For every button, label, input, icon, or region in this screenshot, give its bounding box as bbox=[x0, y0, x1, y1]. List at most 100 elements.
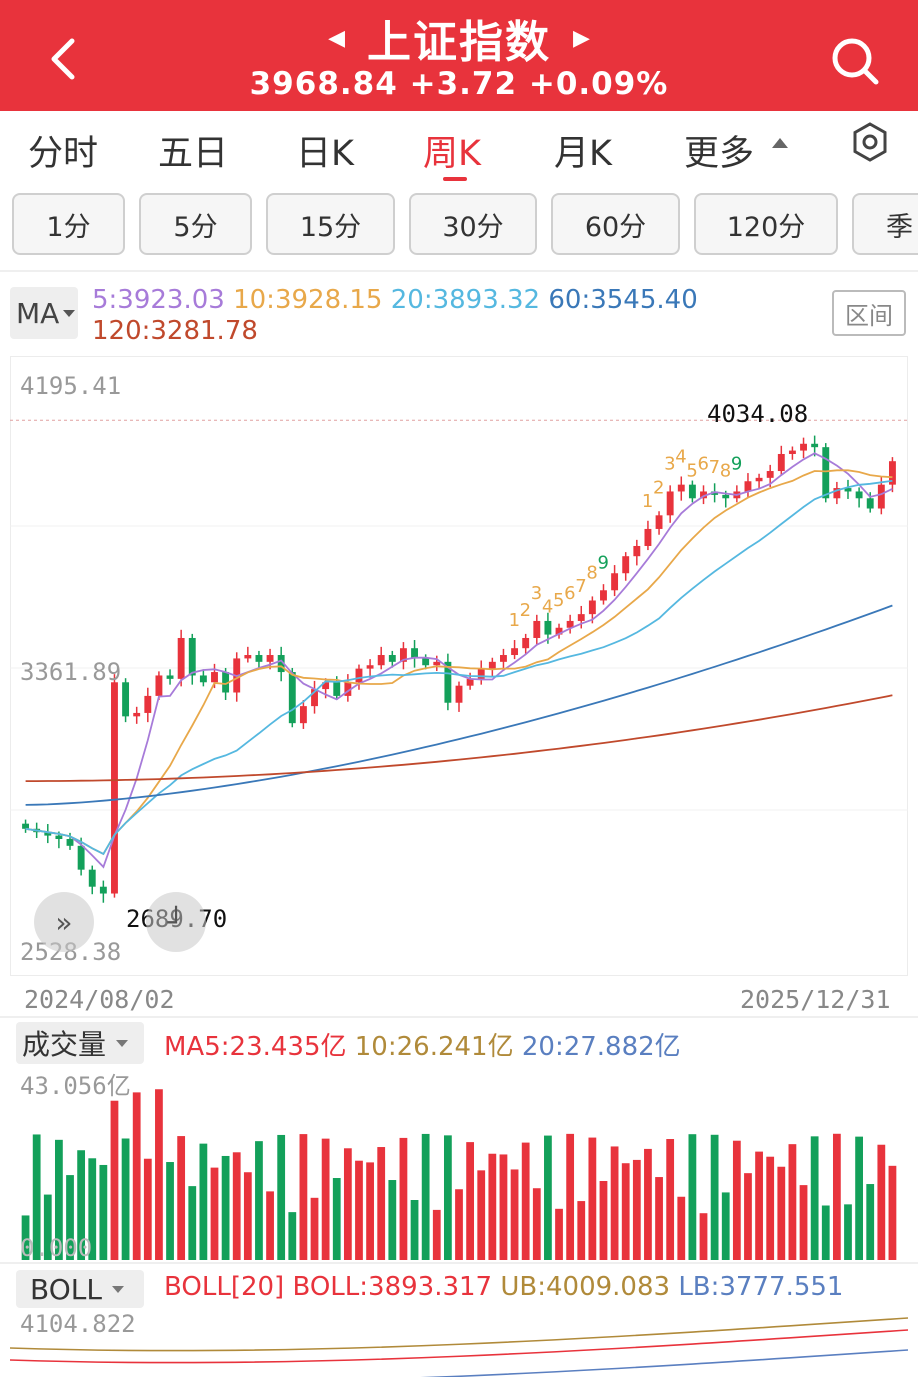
tab-intraday[interactable]: 分时 bbox=[28, 134, 99, 174]
candle-body bbox=[822, 447, 830, 499]
candle-body bbox=[700, 491, 707, 499]
volume-bar bbox=[621, 1163, 630, 1260]
ma-selector[interactable]: MA bbox=[10, 287, 78, 339]
volume-bar bbox=[610, 1146, 619, 1260]
volume-bar bbox=[55, 1139, 63, 1260]
candle-body bbox=[355, 668, 363, 683]
volume-bar bbox=[799, 1185, 808, 1260]
volume-bar bbox=[632, 1159, 641, 1260]
volume-bar bbox=[343, 1148, 352, 1260]
countdown-label: 5 bbox=[686, 460, 697, 481]
kline-chart-frame[interactable] bbox=[10, 356, 908, 976]
volume-selector[interactable]: 成交量 bbox=[16, 1022, 144, 1064]
ma120-value: 120:3281.78 bbox=[92, 316, 258, 346]
settings-icon[interactable] bbox=[850, 122, 890, 162]
search-icon bbox=[832, 38, 879, 85]
candle-body bbox=[288, 672, 296, 724]
boll-selector[interactable]: BOLL bbox=[16, 1270, 144, 1308]
volume-bar bbox=[499, 1154, 508, 1260]
back-button[interactable] bbox=[38, 34, 88, 84]
header-bar: ◀ 上证指数 ▶ 3968.84 +3.72 +0.09% bbox=[0, 0, 918, 111]
search-button[interactable] bbox=[828, 34, 882, 88]
volume-bar bbox=[466, 1142, 475, 1260]
volume-chart[interactable] bbox=[10, 1062, 908, 1260]
countdown-label: 3 bbox=[531, 583, 542, 604]
chip-30min[interactable]: 30分 bbox=[409, 193, 537, 255]
candle-body bbox=[77, 845, 85, 870]
candle-body bbox=[88, 869, 96, 887]
countdown-label: 9 bbox=[597, 552, 608, 573]
candle-body bbox=[44, 832, 52, 836]
volume-bar bbox=[855, 1136, 863, 1260]
candle-body bbox=[133, 712, 141, 717]
start-date: 2024/08/02 bbox=[24, 985, 175, 1014]
boll-chart[interactable] bbox=[10, 1310, 908, 1377]
ma60-line bbox=[25, 604, 893, 806]
chip-quarter[interactable]: 季 bbox=[852, 193, 918, 255]
candle-body bbox=[555, 627, 563, 635]
candle-body bbox=[433, 661, 441, 666]
candle-body bbox=[388, 655, 396, 662]
candle-body bbox=[655, 515, 663, 529]
candle-body bbox=[466, 678, 474, 686]
chip-60min[interactable]: 60分 bbox=[551, 193, 680, 255]
candle-body bbox=[588, 600, 596, 615]
prev-stock-icon[interactable]: ◀ bbox=[328, 25, 345, 51]
candle-body bbox=[411, 648, 418, 659]
volume-bar bbox=[255, 1141, 263, 1260]
volume-min-label: 0.000 bbox=[20, 1234, 93, 1262]
chip-5min[interactable]: 5分 bbox=[139, 193, 252, 255]
caret-down-icon bbox=[63, 309, 76, 317]
candle-body bbox=[366, 665, 374, 669]
candle-body bbox=[800, 443, 807, 451]
candle-body bbox=[399, 648, 407, 662]
candle-body bbox=[711, 491, 719, 495]
expand-button[interactable]: » bbox=[34, 892, 94, 952]
tab-five-day[interactable]: 五日 bbox=[158, 134, 229, 174]
tab-daily-k[interactable]: 日K bbox=[296, 134, 354, 174]
divider bbox=[0, 270, 918, 272]
range-button[interactable]: 区间 bbox=[832, 290, 906, 336]
volume-bar bbox=[788, 1144, 797, 1260]
countdown-label: 8 bbox=[586, 563, 597, 584]
chip-1min[interactable]: 1分 bbox=[12, 193, 125, 255]
high-annotation: 4034.08 bbox=[707, 400, 809, 428]
volume-bar bbox=[366, 1162, 374, 1260]
corner-icon: ┘ bbox=[167, 905, 185, 939]
next-stock-icon[interactable]: ▶ bbox=[573, 25, 590, 51]
countdown-label: 1 bbox=[509, 610, 520, 631]
candle-body bbox=[477, 668, 485, 679]
chip-15min[interactable]: 15分 bbox=[266, 193, 395, 255]
candle-body bbox=[622, 556, 630, 574]
volume-bar bbox=[121, 1138, 130, 1260]
volume-bar bbox=[777, 1166, 786, 1260]
tab-weekly-k[interactable]: 周K bbox=[423, 134, 481, 174]
candle-body bbox=[155, 675, 163, 696]
candle-body bbox=[166, 675, 174, 679]
reset-zoom-button[interactable]: ┘ bbox=[146, 892, 206, 952]
tab-more[interactable]: 更多 bbox=[684, 134, 755, 174]
volume-bar bbox=[577, 1201, 586, 1260]
volume-bar bbox=[432, 1209, 441, 1260]
volume-bar bbox=[299, 1134, 308, 1260]
candle-body bbox=[144, 695, 152, 713]
candle-body bbox=[600, 590, 607, 601]
candle-body bbox=[677, 484, 685, 492]
candle-body bbox=[777, 453, 785, 472]
volume-bar bbox=[732, 1140, 741, 1260]
candle-body bbox=[633, 545, 641, 557]
boll-band-line bbox=[420, 1349, 908, 1377]
ma-selector-label: MA bbox=[16, 296, 60, 330]
volume-bar bbox=[666, 1139, 675, 1260]
page-title: 上证指数 bbox=[367, 17, 551, 68]
volume-bar bbox=[677, 1196, 686, 1260]
volume-bar bbox=[877, 1144, 886, 1260]
volume-bar bbox=[410, 1200, 419, 1260]
ma10-line bbox=[25, 469, 893, 856]
volume-bar bbox=[588, 1137, 597, 1260]
tab-monthly-k[interactable]: 月K bbox=[554, 134, 612, 174]
ma20-line bbox=[25, 479, 893, 856]
candle-body bbox=[544, 620, 552, 635]
chip-120min[interactable]: 120分 bbox=[694, 193, 838, 255]
